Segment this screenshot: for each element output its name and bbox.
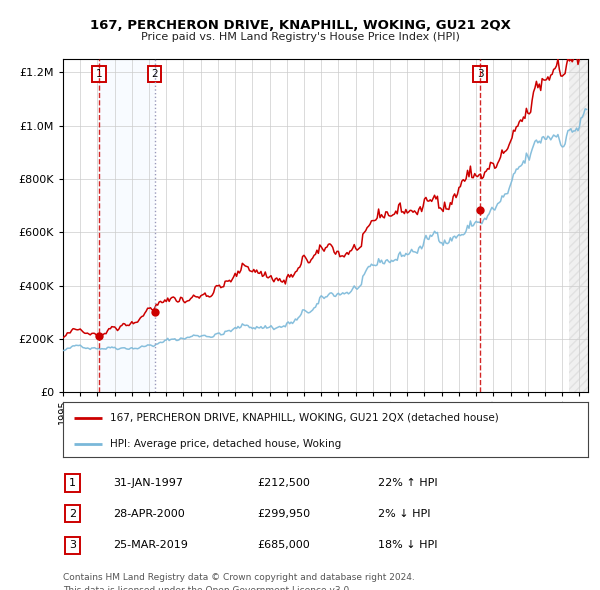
Text: 22% ↑ HPI: 22% ↑ HPI <box>378 478 437 488</box>
Text: 3: 3 <box>69 540 76 550</box>
Bar <box>99 59 155 392</box>
Text: 31-JAN-1997: 31-JAN-1997 <box>113 478 183 488</box>
Text: 28-APR-2000: 28-APR-2000 <box>113 509 185 519</box>
Bar <box>569 59 588 392</box>
Text: £685,000: £685,000 <box>257 540 310 550</box>
Text: HPI: Average price, detached house, Woking: HPI: Average price, detached house, Woki… <box>110 438 341 448</box>
Text: Price paid vs. HM Land Registry's House Price Index (HPI): Price paid vs. HM Land Registry's House … <box>140 32 460 42</box>
Text: 1: 1 <box>95 69 102 79</box>
Text: 2: 2 <box>69 509 76 519</box>
Text: 18% ↓ HPI: 18% ↓ HPI <box>378 540 437 550</box>
Text: 2% ↓ HPI: 2% ↓ HPI <box>378 509 431 519</box>
Text: £212,500: £212,500 <box>257 478 310 488</box>
Bar <box>569 59 588 392</box>
Text: 167, PERCHERON DRIVE, KNAPHILL, WOKING, GU21 2QX (detached house): 167, PERCHERON DRIVE, KNAPHILL, WOKING, … <box>110 413 499 423</box>
Text: 1: 1 <box>69 478 76 488</box>
Text: 25-MAR-2019: 25-MAR-2019 <box>113 540 188 550</box>
Text: 167, PERCHERON DRIVE, KNAPHILL, WOKING, GU21 2QX: 167, PERCHERON DRIVE, KNAPHILL, WOKING, … <box>89 19 511 32</box>
Text: £299,950: £299,950 <box>257 509 310 519</box>
Text: Contains HM Land Registry data © Crown copyright and database right 2024.
This d: Contains HM Land Registry data © Crown c… <box>63 573 415 590</box>
Text: 2: 2 <box>151 69 158 79</box>
Text: 3: 3 <box>477 69 484 79</box>
